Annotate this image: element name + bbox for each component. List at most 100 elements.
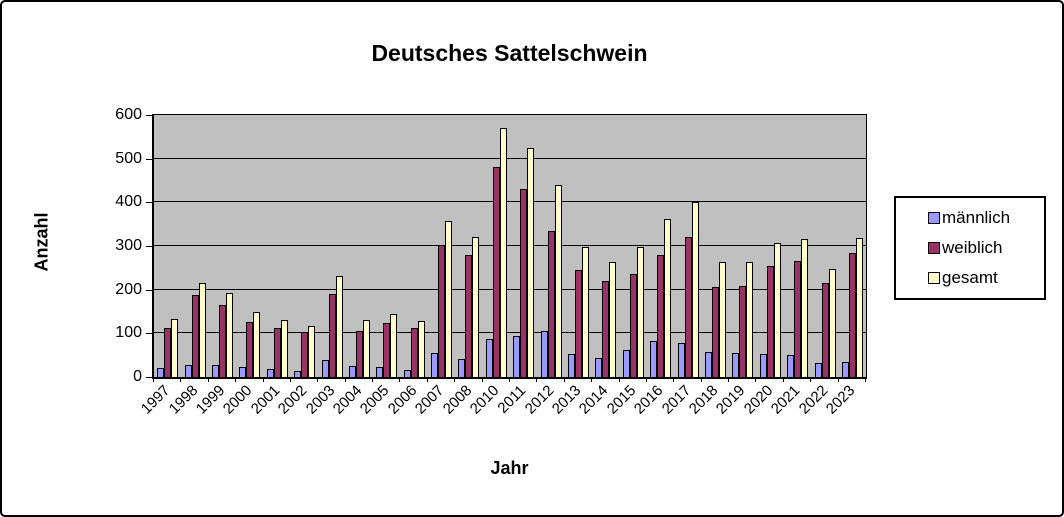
bar-group-2006 — [401, 115, 428, 377]
gridline-300 — [154, 245, 866, 246]
x-tick-label-2000: 2000 — [220, 382, 256, 418]
bar-männlich-1999 — [211, 364, 219, 377]
bar-group-2015 — [620, 115, 647, 377]
x-tick-label-2015: 2015 — [603, 382, 640, 418]
bar-group-2008 — [455, 115, 482, 377]
bar-weiblich-2005 — [383, 323, 391, 377]
x-tick-4 — [262, 377, 264, 382]
bar-männlich-2010 — [485, 338, 493, 377]
bar-weiblich-2004 — [355, 330, 363, 377]
x-tick-label-2013: 2013 — [548, 382, 585, 418]
bar-männlich-2007 — [431, 352, 439, 377]
bar-weiblich-2010 — [492, 166, 500, 377]
bar-group-2007 — [428, 115, 455, 377]
x-tick-label-1998: 1998 — [165, 382, 202, 418]
gridline-400 — [154, 201, 866, 203]
bar-weiblich-2012 — [547, 231, 555, 377]
x-tick-16 — [591, 377, 593, 382]
bar-gesamt-2008 — [472, 237, 480, 377]
bar-gesamt-2002 — [308, 325, 316, 377]
bar-group-2002 — [291, 115, 318, 377]
x-tick-15 — [563, 377, 565, 382]
bar-weiblich-2019 — [739, 286, 747, 377]
x-tick-label-2021: 2021 — [767, 382, 804, 418]
x-tick-22 — [755, 377, 757, 382]
bar-gesamt-2019 — [746, 262, 754, 377]
bar-gesamt-2004 — [362, 319, 370, 377]
x-tick-21 — [728, 377, 730, 382]
legend-label-weiblich: weiblich — [942, 238, 1003, 257]
x-tick-2 — [207, 377, 209, 382]
bar-gesamt-2017 — [691, 202, 699, 377]
x-tick-label-2010: 2010 — [466, 382, 503, 418]
bar-weiblich-2018 — [712, 287, 719, 377]
legend-label-maennlich: männlich — [942, 208, 1011, 227]
x-tick-label-2006: 2006 — [384, 382, 421, 418]
bar-gesamt-2012 — [554, 185, 562, 377]
bar-group-1999 — [209, 115, 236, 377]
y-axis-title: Anzahl — [31, 212, 52, 272]
bar-weiblich-1998 — [191, 294, 199, 377]
bar-gesamt-2016 — [664, 218, 672, 377]
gridline-500 — [154, 157, 866, 159]
bar-gesamt-2014 — [609, 262, 617, 377]
bar-group-2018 — [702, 115, 729, 377]
bar-weiblich-1999 — [218, 304, 226, 377]
y-tick-label-100: 100 — [115, 324, 142, 342]
bar-gesamt-2000 — [253, 312, 261, 377]
bar-männlich-2015 — [622, 349, 630, 377]
x-tick-0 — [153, 377, 154, 382]
bar-group-2016 — [647, 115, 674, 377]
bar-männlich-2018 — [705, 352, 712, 377]
bar-weiblich-2023 — [848, 253, 856, 377]
x-tick-label-2012: 2012 — [521, 382, 558, 418]
bar-männlich-2003 — [321, 359, 329, 377]
x-tick-8 — [372, 377, 374, 382]
bar-gesamt-2013 — [582, 247, 590, 377]
x-tick-label-2020: 2020 — [740, 382, 777, 418]
bars-container — [154, 115, 866, 377]
legend-label-gesamt: gesamt — [942, 268, 998, 287]
bar-weiblich-2014 — [602, 281, 610, 377]
x-tick-label-1999: 1999 — [192, 382, 229, 418]
x-tick-label-2018: 2018 — [685, 382, 722, 418]
y-tick-200 — [146, 289, 152, 291]
bar-weiblich-2017 — [684, 236, 692, 377]
y-tick-500 — [146, 158, 152, 160]
legend-item-gesamt: gesamt — [928, 268, 1044, 288]
bar-männlich-2006 — [403, 370, 411, 377]
y-tick-400 — [146, 202, 152, 204]
x-tick-14 — [536, 377, 538, 382]
x-tick-9 — [399, 377, 401, 382]
chart-title: Deutsches Sattelschwein — [371, 40, 648, 66]
weiblich-swatch-icon — [928, 242, 940, 254]
bar-group-2001 — [264, 115, 291, 377]
y-tick-600 — [146, 115, 152, 116]
x-tick-20 — [700, 377, 702, 382]
bar-gesamt-2023 — [855, 238, 863, 377]
bar-group-2003 — [318, 115, 345, 377]
bar-gesamt-1999 — [225, 292, 233, 377]
bar-weiblich-2013 — [575, 270, 583, 377]
x-tick-13 — [509, 377, 510, 382]
bar-männlich-2023 — [841, 362, 849, 377]
bar-gesamt-2020 — [773, 242, 781, 377]
bar-männlich-2001 — [266, 369, 274, 377]
legend-item-maennlich: männlich — [928, 208, 1044, 228]
x-axis-title: Jahr — [490, 458, 529, 478]
bar-group-2010 — [483, 115, 510, 377]
bar-gesamt-2006 — [417, 321, 425, 377]
x-tick-label-2011: 2011 — [494, 382, 530, 417]
bar-group-2019 — [729, 115, 756, 377]
x-tick-label-2023: 2023 — [822, 382, 859, 418]
bar-männlich-2017 — [677, 342, 685, 377]
x-tick-label-2019: 2019 — [713, 382, 749, 418]
bar-group-2022 — [811, 115, 838, 377]
x-tick-1 — [180, 377, 182, 382]
x-tick-label-2014: 2014 — [576, 382, 612, 418]
x-tick-19 — [673, 377, 675, 382]
gesamt-swatch-icon — [928, 272, 940, 284]
legend-item-weiblich: weiblich — [928, 238, 1044, 258]
bar-weiblich-2007 — [438, 244, 446, 377]
y-tick-label-500: 500 — [115, 149, 142, 167]
